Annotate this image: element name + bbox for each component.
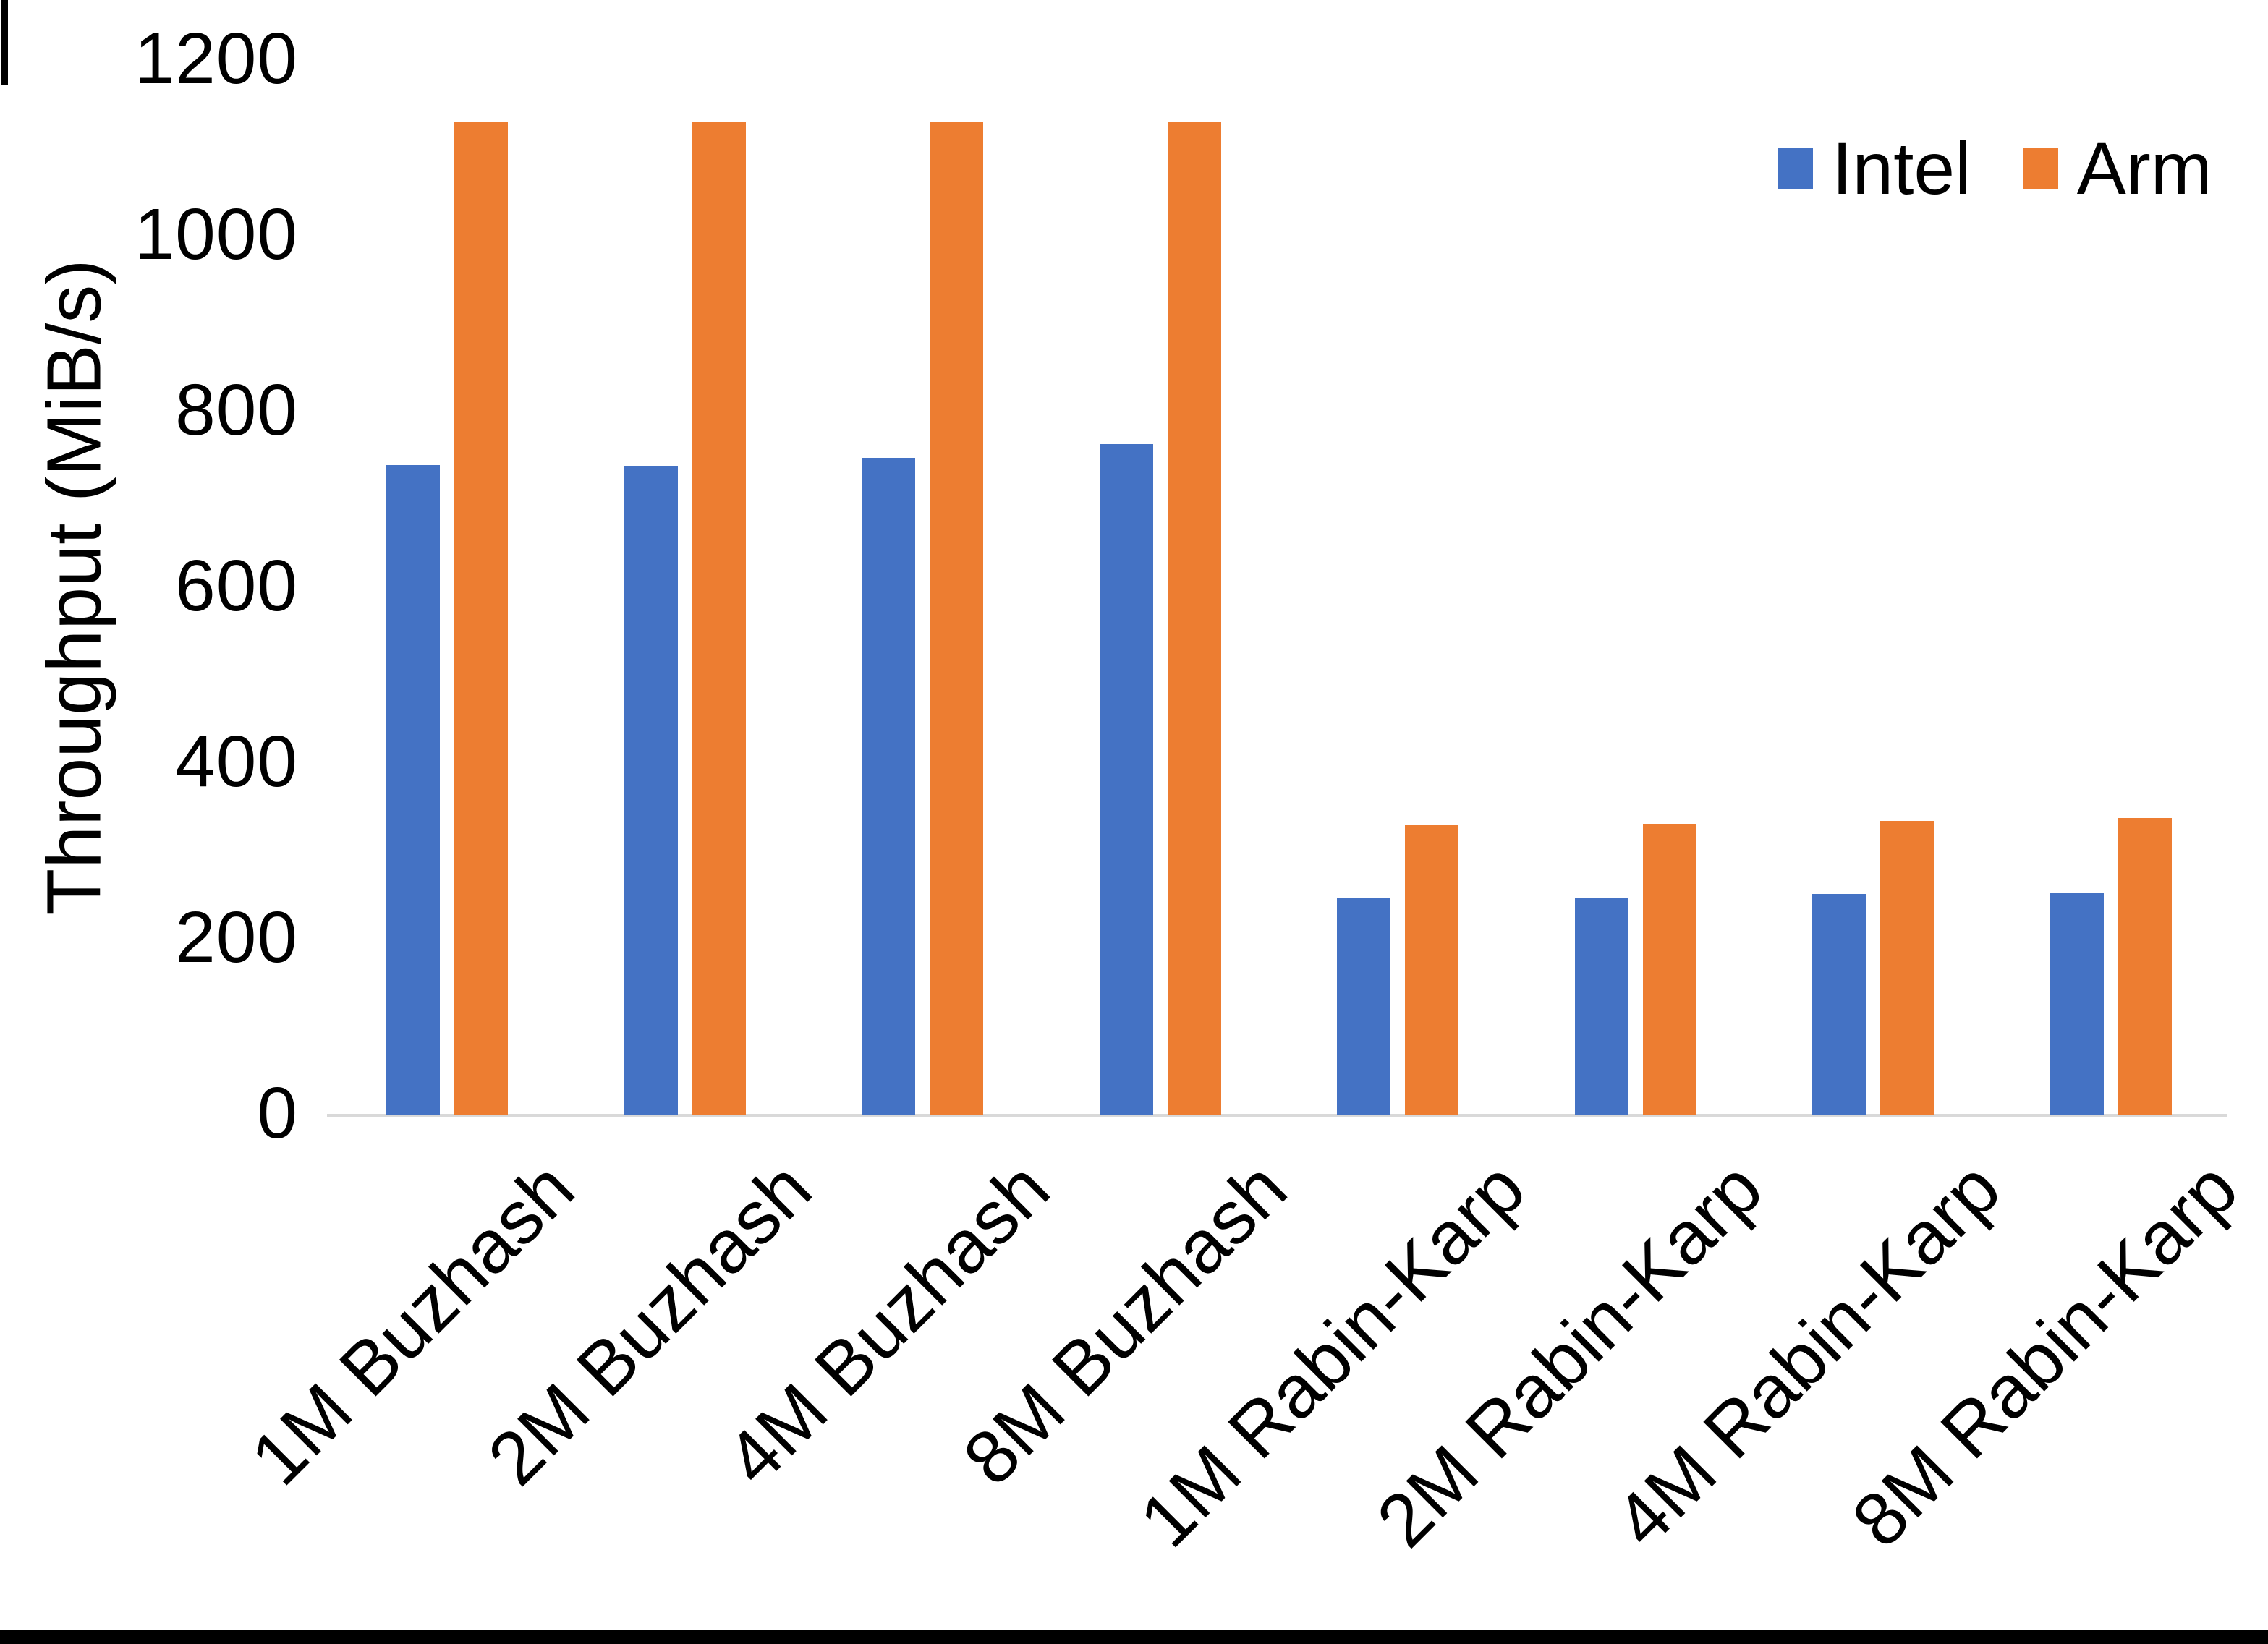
- bar-arm-8m-buzhash: [1168, 122, 1221, 1115]
- legend-label-arm: Arm: [2076, 127, 2212, 210]
- bar-intel-1m-buzhash: [386, 465, 440, 1115]
- bar-arm-4m-rabin-karp: [1880, 821, 1934, 1115]
- bar-intel-2m-rabin-karp: [1575, 898, 1628, 1115]
- bar-intel-8m-buzhash: [1100, 444, 1153, 1115]
- bar-intel-1m-rabin-karp: [1337, 898, 1390, 1115]
- legend-swatch-intel: [1778, 148, 1813, 189]
- bar-arm-2m-buzhash: [692, 122, 746, 1115]
- bar-arm-4m-buzhash: [930, 122, 983, 1115]
- bar-arm-2m-rabin-karp: [1643, 824, 1696, 1115]
- bar-intel-4m-rabin-karp: [1812, 894, 1866, 1115]
- bar-intel-8m-rabin-karp: [2050, 893, 2104, 1115]
- legend-swatch-arm: [2023, 148, 2058, 189]
- bar-arm-1m-rabin-karp: [1405, 825, 1458, 1115]
- legend-label-intel: Intel: [1832, 127, 1971, 210]
- legend-item-arm: Arm: [2023, 132, 2212, 205]
- y-tick-label-800: 800: [175, 370, 298, 451]
- y-tick-label-1000: 1000: [134, 194, 298, 276]
- y-tick-label-600: 600: [175, 545, 298, 627]
- y-tick-label-1200: 1200: [134, 18, 298, 100]
- y-tick-label-400: 400: [175, 721, 298, 803]
- bar-arm-1m-buzhash: [454, 122, 508, 1115]
- y-tick-label-200: 200: [175, 897, 298, 979]
- y-axis-title: Throughput (MiB/s): [31, 259, 117, 916]
- bar-intel-4m-buzhash: [862, 458, 915, 1115]
- y-tick-label-0: 0: [257, 1073, 298, 1154]
- legend-item-intel: Intel: [1778, 132, 1971, 205]
- window-border-bottom: [0, 1630, 2268, 1644]
- legend: Intel Arm: [1778, 132, 2212, 205]
- window-border-left: [1, 0, 8, 85]
- x-axis-baseline: [327, 1114, 2227, 1117]
- bar-intel-2m-buzhash: [624, 466, 678, 1115]
- bar-arm-8m-rabin-karp: [2118, 818, 2172, 1115]
